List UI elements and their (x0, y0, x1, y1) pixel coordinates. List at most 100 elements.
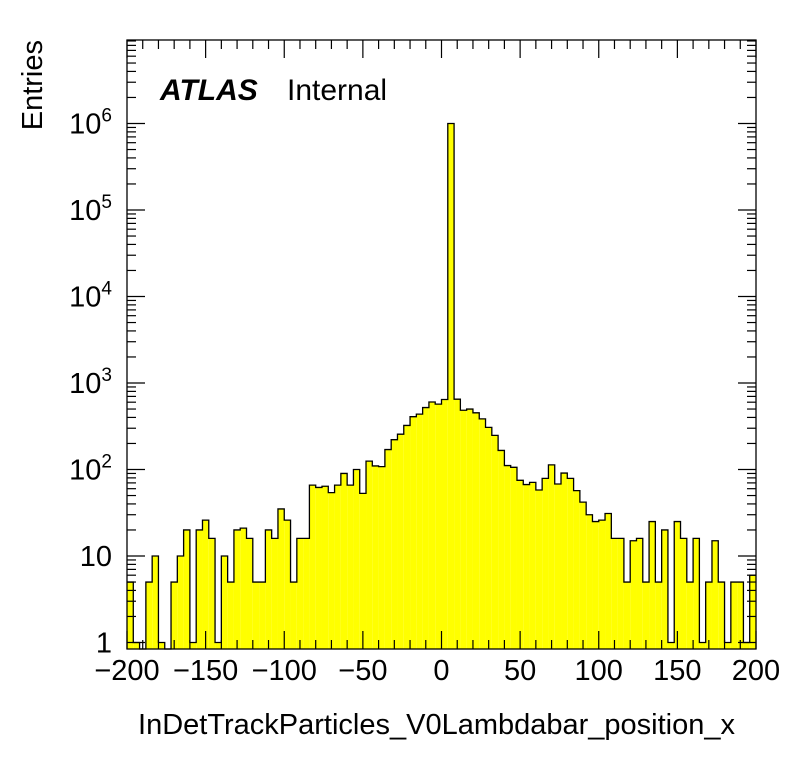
histogram-bar (586, 514, 593, 649)
histogram-bar (221, 556, 228, 649)
y-tick-label: 105 (69, 192, 112, 227)
histogram-bar (397, 434, 404, 649)
histogram-bar (510, 467, 517, 649)
x-tick-label: 50 (504, 655, 536, 687)
y-tick-label: 10 (80, 541, 112, 573)
histogram-bar (127, 582, 134, 649)
histogram-bar (309, 485, 316, 649)
histogram-bar (416, 414, 423, 649)
x-tick-label: −200 (94, 655, 159, 687)
x-tick-label: −50 (338, 655, 387, 687)
histogram-bar (321, 486, 329, 649)
y-tick-label: 106 (69, 106, 112, 141)
histogram-bar (529, 482, 536, 649)
histogram-bar (208, 538, 216, 649)
atlas-label: ATLAS (159, 74, 258, 107)
x-tick-label: 200 (732, 655, 780, 687)
histogram-bar (711, 540, 719, 649)
histogram-bar (145, 582, 153, 649)
histogram-bar (177, 556, 184, 649)
histogram-bar (227, 582, 234, 649)
histogram-bar (630, 540, 637, 649)
histogram-bars (127, 123, 756, 649)
histogram-bar (259, 582, 266, 649)
histogram-bar (378, 466, 385, 649)
axis-ticks (126, 40, 757, 649)
y-tick-label: 102 (69, 452, 112, 487)
histogram-bar (454, 399, 461, 649)
histogram-bar (554, 483, 562, 649)
histogram-bar (705, 582, 712, 649)
histogram-bar (535, 489, 543, 649)
histogram-bar (252, 582, 260, 649)
histogram-bar (353, 469, 360, 649)
histogram-bar (655, 582, 662, 649)
histogram-bar (523, 484, 530, 649)
histogram-bar (340, 473, 348, 649)
histogram-bar (196, 529, 203, 649)
histogram-bar (724, 642, 731, 649)
histogram-bar (686, 582, 694, 649)
histogram-bar (479, 418, 486, 649)
histogram-bar (428, 402, 436, 649)
histogram-bar (277, 508, 285, 649)
histogram-bar (303, 538, 310, 649)
histogram-bar (642, 582, 650, 649)
histogram-bar (504, 465, 511, 649)
histogram-bar (384, 449, 392, 649)
histogram-bar (730, 582, 738, 649)
histogram-bar (334, 485, 341, 649)
histogram-bar (133, 642, 140, 649)
histogram-outline (127, 122, 756, 650)
histogram-bar (246, 538, 253, 649)
histogram-bar (290, 582, 297, 649)
histogram-bar (366, 461, 373, 649)
histogram-bar (183, 529, 190, 649)
y-axis-label: Entries (17, 40, 49, 130)
histogram-bar (347, 485, 354, 649)
histogram-bar (743, 642, 750, 649)
x-tick-label: 100 (575, 655, 623, 687)
histogram-bar (674, 521, 681, 649)
histogram-bar (171, 582, 178, 649)
histogram-bar (422, 407, 429, 649)
x-tick-label: 150 (653, 655, 701, 687)
histogram-bar (391, 439, 398, 649)
histogram-bar (699, 642, 706, 649)
histogram-bar (189, 642, 197, 649)
histogram-bar (561, 473, 568, 649)
x-tick-label: 0 (433, 655, 449, 687)
histogram-bar (592, 521, 599, 649)
histogram-bar (491, 435, 499, 649)
y-tick-label: 1 (96, 628, 112, 660)
histogram-bar (548, 464, 555, 649)
histogram-bar (567, 478, 574, 649)
histogram-bar (749, 575, 756, 649)
histogram-bar (158, 642, 165, 649)
histogram-bar (240, 528, 247, 649)
histogram-bar (498, 450, 505, 649)
histogram-bar (202, 520, 209, 649)
histogram-bar (435, 404, 442, 649)
histogram-bar (447, 123, 455, 649)
histogram-bar (372, 465, 379, 649)
y-tick-label: 104 (69, 279, 112, 314)
histogram-bar (737, 582, 744, 649)
histogram-bar (472, 412, 480, 649)
histogram-bar (271, 538, 278, 649)
histogram-bar (315, 487, 322, 649)
histogram-bar (284, 520, 291, 649)
histogram-bar (680, 538, 687, 649)
histogram-bar (296, 538, 304, 649)
histogram-bar (328, 492, 335, 649)
histogram-bar (579, 502, 587, 649)
histogram-bar (265, 529, 272, 649)
histogram-bar (623, 582, 631, 649)
histogram-bar (410, 416, 417, 649)
histogram-bar (485, 427, 492, 649)
x-tick-label: −150 (173, 655, 238, 687)
histogram-bar (215, 642, 222, 649)
histogram-bar (605, 513, 612, 649)
histogram-bar (667, 642, 675, 649)
histogram-bar (466, 409, 473, 649)
